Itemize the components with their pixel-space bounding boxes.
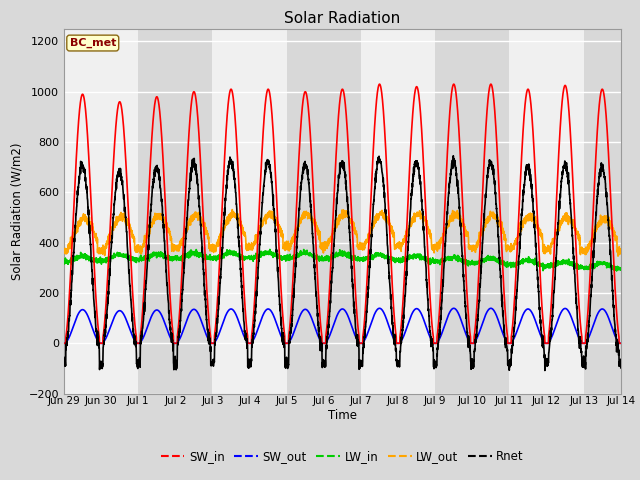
Bar: [361, 29, 435, 394]
Bar: [64, 29, 138, 394]
Bar: [435, 29, 509, 394]
Bar: [287, 29, 361, 394]
Text: BC_met: BC_met: [70, 38, 116, 48]
Bar: [509, 29, 584, 394]
Y-axis label: Solar Radiation (W/m2): Solar Radiation (W/m2): [10, 143, 23, 280]
X-axis label: Time: Time: [328, 409, 357, 422]
Bar: [212, 29, 287, 394]
Legend: SW_in, SW_out, LW_in, LW_out, Rnet: SW_in, SW_out, LW_in, LW_out, Rnet: [156, 445, 529, 468]
Title: Solar Radiation: Solar Radiation: [284, 11, 401, 26]
Bar: [584, 29, 621, 394]
Bar: [138, 29, 212, 394]
